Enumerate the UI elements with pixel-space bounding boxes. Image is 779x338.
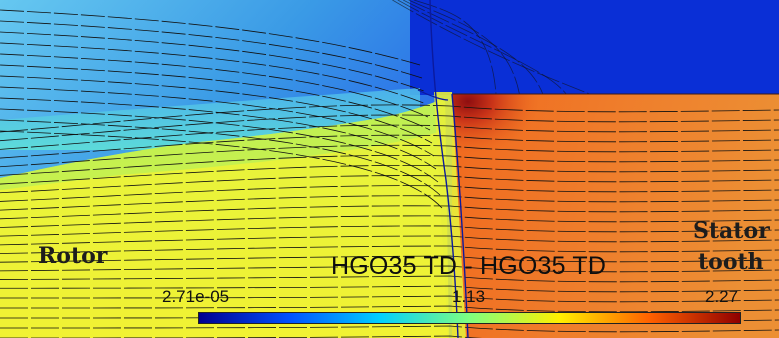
flux-line [408,0,520,95]
flux-line [0,245,779,254]
stator-label-line1: Stator [693,218,770,244]
flux-line [0,42,427,105]
flux-line [0,285,779,293]
flux-line [0,185,779,202]
flux-line [0,104,779,133]
flux-line [0,64,431,131]
flux-line [0,154,779,176]
flux-line [0,144,779,168]
boundary-curve [417,89,449,101]
flux-line [0,53,429,118]
flux-line [0,130,443,209]
boundary-line-left [429,0,459,338]
rotor-label: Rotor [38,243,108,269]
colorbar-mid-label: 1.13 [452,287,486,306]
flux-line [0,75,433,144]
flux-line [392,0,590,95]
colorbar-min-label: 2.71e-05 [162,287,230,306]
flux-line [0,215,779,228]
flux-line [0,265,779,273]
flux-line [0,9,421,66]
flux-line [0,175,779,194]
flux-line [0,97,437,170]
flux-lines-upper [0,0,590,209]
flux-line [0,108,439,183]
flux-line [0,195,779,211]
colorbar-max-label: 2.27 [705,287,739,306]
flux-line [0,305,779,313]
flux-line [0,235,779,246]
flux-line [0,205,779,220]
flux-line [0,255,779,263]
flux-line [0,20,423,79]
flux-line [0,114,779,142]
flux-line [403,0,544,95]
stator-label-line2: tooth [698,249,764,275]
colorbar [198,312,741,324]
rotor-edge-green [0,98,446,190]
flux-line [0,86,435,157]
flux-line [0,295,779,303]
material-title: HGO35 TD - HGO35 TD [331,252,607,280]
flux-line [397,0,567,95]
stator-hot-corner [452,94,652,244]
flux-line [0,275,779,283]
flux-line [0,225,779,237]
air-gap-dark [410,0,779,95]
flux-line [0,31,425,92]
flux-line [0,325,779,333]
flux-line [0,165,779,185]
flux-line [413,0,497,95]
flux-line [0,119,441,196]
boundary-line-right [451,93,469,338]
